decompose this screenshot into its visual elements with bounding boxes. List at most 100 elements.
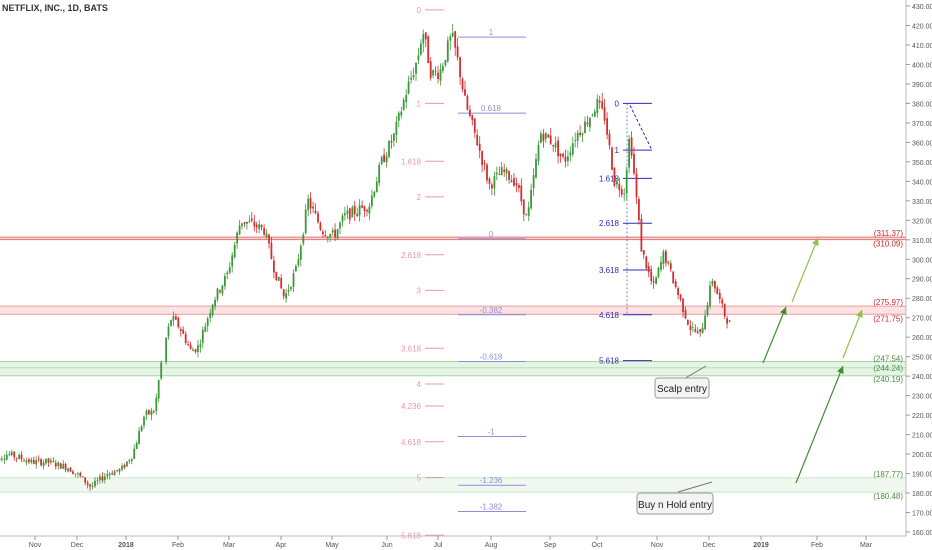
fibonacci-levels: 0 1 1.618 2 2.618 3 3.618 4 4.236 4.618 5 5.618 1 0.6… bbox=[401, 6, 653, 540]
candle-body bbox=[645, 256, 648, 269]
candle-body bbox=[54, 462, 57, 467]
time-tick-label: Mar bbox=[223, 542, 236, 549]
candle-body bbox=[618, 183, 621, 191]
candle-body bbox=[383, 154, 385, 162]
candle-body bbox=[527, 207, 530, 216]
time-tick-label: Oct bbox=[592, 542, 603, 549]
candle-body bbox=[81, 476, 84, 478]
candle-body bbox=[584, 121, 586, 133]
zone-price-label: (310.09) bbox=[873, 240, 903, 249]
candle-body bbox=[473, 118, 476, 133]
fib-level-label: 4.236 bbox=[401, 402, 422, 411]
buy-hold-entry-callout: Buy n Hold entry bbox=[636, 481, 714, 515]
candle-body bbox=[709, 285, 711, 307]
candle-body bbox=[170, 320, 172, 326]
candle-body bbox=[160, 362, 163, 379]
candle-body bbox=[393, 133, 395, 141]
candle-body bbox=[182, 329, 185, 334]
candle-body bbox=[593, 111, 596, 117]
time-tick-label: Feb bbox=[172, 542, 184, 549]
candle-body bbox=[650, 271, 653, 282]
time-tick-label: Dec bbox=[71, 542, 84, 549]
candle-body bbox=[228, 267, 231, 273]
candle-body bbox=[322, 231, 324, 235]
candle-body bbox=[598, 100, 601, 103]
support-resistance-zones: (311.37) (310.09) (275.97) (271.75) (247.54)… bbox=[0, 229, 906, 501]
candle-body bbox=[314, 210, 317, 214]
candle-body bbox=[721, 299, 724, 304]
candle-body bbox=[491, 184, 493, 189]
candle-body bbox=[667, 261, 670, 264]
candle-body bbox=[165, 337, 167, 363]
candle-body bbox=[677, 288, 679, 295]
projection-arrow bbox=[791, 237, 819, 303]
candle-body bbox=[326, 236, 329, 239]
fib-level-label: 3 bbox=[417, 286, 422, 295]
candle-body bbox=[554, 142, 557, 148]
candle-body bbox=[704, 315, 706, 330]
candle-body bbox=[530, 189, 532, 209]
candle-body bbox=[64, 463, 67, 470]
candle-body bbox=[672, 271, 675, 284]
candle-body bbox=[199, 344, 202, 347]
candle-body bbox=[510, 180, 513, 183]
candle-body bbox=[280, 278, 283, 289]
candle-body bbox=[30, 459, 33, 463]
candle-body bbox=[135, 443, 138, 449]
candle-body bbox=[246, 221, 248, 224]
fib-level-label: 0 bbox=[615, 99, 620, 108]
fib-level-label: -0.382 bbox=[480, 306, 503, 315]
candle-body bbox=[687, 320, 689, 325]
time-tick-label: Apr bbox=[276, 542, 288, 549]
candle-body bbox=[40, 459, 42, 466]
candle-body bbox=[613, 167, 616, 186]
price-axis[interactable]: 430.00 420.00 410.00 400.00 390.00 380.00 370.… bbox=[906, 4, 932, 537]
price-tick-label: 230.00 bbox=[912, 394, 932, 401]
candle-body bbox=[591, 114, 594, 116]
candle-body bbox=[508, 171, 510, 180]
scalp-entry-callout: Scalp entry bbox=[654, 365, 710, 399]
time-axis[interactable]: Nov Dec 2018 Feb Mar Apr May Jun Jul Aug Sep Oct Nov… bbox=[29, 536, 873, 549]
price-tick-label: 220.00 bbox=[912, 413, 932, 420]
fib-level-label: 4.618 bbox=[401, 438, 422, 447]
candle-body bbox=[522, 199, 525, 215]
candle-body bbox=[630, 137, 633, 156]
fib-level-label: 1 bbox=[489, 28, 494, 37]
zone-price-label: (240.19) bbox=[873, 375, 903, 384]
candle-body bbox=[652, 280, 655, 283]
price-tick-label: 360.00 bbox=[912, 140, 932, 147]
candle-body bbox=[194, 349, 197, 352]
candle-body bbox=[155, 397, 158, 412]
price-tick-label: 190.00 bbox=[912, 472, 932, 479]
candle-body bbox=[348, 208, 351, 220]
candle-body bbox=[422, 34, 425, 44]
candle-body bbox=[679, 294, 682, 300]
candle-body bbox=[699, 328, 702, 332]
candle-body bbox=[579, 132, 581, 135]
candle-body bbox=[402, 99, 405, 110]
candle-body bbox=[275, 271, 278, 280]
candle-body bbox=[454, 31, 457, 48]
fib-level-label: 1.618 bbox=[599, 174, 620, 183]
candle-body bbox=[277, 276, 280, 281]
time-tick-label: May bbox=[325, 542, 339, 549]
candle-body bbox=[111, 473, 114, 475]
candle-body bbox=[439, 69, 442, 81]
candle-body bbox=[478, 143, 481, 151]
price-tick-label: 240.00 bbox=[912, 374, 932, 381]
candle-body bbox=[32, 460, 35, 464]
candle-body bbox=[133, 448, 136, 459]
time-tick-label: Feb bbox=[811, 542, 823, 549]
fib-level-label: 4 bbox=[417, 380, 422, 389]
candle-body bbox=[503, 169, 506, 172]
price-tick-label: 300.00 bbox=[912, 257, 932, 264]
candle-body bbox=[206, 318, 209, 326]
candle-body bbox=[569, 152, 572, 156]
fib-level-label: 5.618 bbox=[599, 357, 620, 366]
candle-body bbox=[25, 460, 28, 463]
candle-body bbox=[295, 265, 297, 272]
candle-body bbox=[263, 227, 265, 235]
candle-body bbox=[84, 477, 87, 483]
candle-body bbox=[557, 140, 559, 157]
